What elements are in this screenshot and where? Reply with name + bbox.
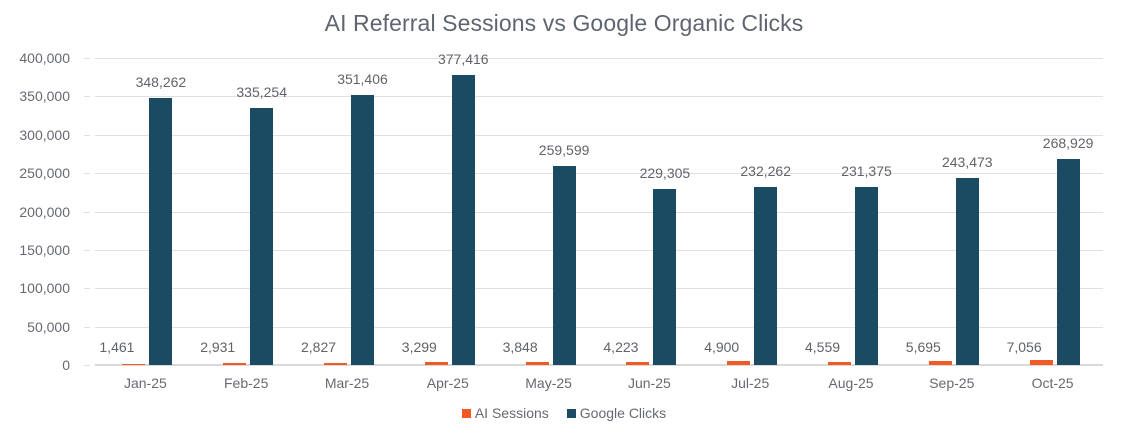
data-label-google-clicks: 229,305 — [639, 165, 691, 181]
bar-google-clicks[interactable] — [250, 107, 274, 365]
x-tick-label: Sep-25 — [929, 375, 975, 391]
bar-ai-sessions[interactable] — [223, 362, 247, 365]
x-tick-label: Apr-25 — [426, 375, 469, 391]
data-label-google-clicks: 268,929 — [1042, 134, 1094, 151]
data-label-ai-sessions: 5,695 — [905, 339, 941, 355]
x-tick-label: May-25 — [525, 375, 572, 391]
x-tick-label: Mar-25 — [324, 375, 370, 391]
bar-google-clicks[interactable] — [955, 178, 979, 365]
data-label-google-clicks: 231,375 — [841, 163, 892, 180]
legend: AI Sessions Google Clicks — [0, 405, 1128, 421]
legend-label: AI Sessions — [474, 405, 549, 421]
y-tick-label: 0 — [62, 357, 70, 373]
gridline — [95, 326, 1103, 328]
data-label-ai-sessions: 7,056 — [1006, 339, 1042, 355]
data-label-google-clicks: 348,262 — [135, 73, 187, 90]
y-tick-mark — [84, 58, 90, 59]
x-tick-label: Feb-25 — [224, 375, 269, 391]
y-tick-label: 150,000 — [19, 241, 70, 258]
data-label-google-clicks: 351,406 — [337, 71, 388, 88]
data-label-ai-sessions: 2,827 — [301, 339, 337, 355]
bar-ai-sessions[interactable] — [727, 361, 751, 365]
bar-google-clicks[interactable] — [1056, 158, 1080, 365]
legend-item-ai-sessions[interactable]: AI Sessions — [461, 405, 549, 421]
gridline — [95, 211, 1103, 213]
x-tick-label: Oct-25 — [1031, 375, 1074, 391]
bar-google-clicks[interactable] — [552, 165, 576, 365]
y-tick-mark — [84, 365, 90, 366]
chart-title: AI Referral Sessions vs Google Organic C… — [324, 10, 804, 36]
y-tick-label: 250,000 — [19, 165, 70, 182]
y-tick-label: 50,000 — [27, 318, 70, 335]
data-label-ai-sessions: 4,559 — [805, 339, 841, 355]
y-tick-label: 400,000 — [19, 50, 70, 66]
data-label-ai-sessions: 2,931 — [200, 339, 236, 355]
y-tick-mark — [84, 288, 90, 290]
bar-ai-sessions[interactable] — [1029, 359, 1053, 365]
bar-ai-sessions[interactable] — [928, 360, 952, 365]
gridline — [95, 288, 1103, 290]
bar-ai-sessions[interactable] — [122, 363, 146, 365]
data-label-ai-sessions: 4,900 — [704, 339, 740, 355]
data-label-ai-sessions: 1,461 — [99, 339, 135, 355]
data-label-ai-sessions: 3,848 — [502, 339, 538, 355]
data-label-google-clicks: 259,599 — [538, 141, 590, 158]
gridline — [95, 173, 1103, 175]
bar-ai-sessions[interactable] — [525, 362, 549, 365]
data-label-google-clicks: 377,416 — [437, 51, 489, 68]
data-label-google-clicks: 243,473 — [941, 154, 993, 171]
gridline — [95, 58, 1103, 59]
bar-ai-sessions[interactable] — [424, 362, 448, 365]
legend-swatch-ai-sessions — [461, 408, 471, 418]
data-label-ai-sessions: 3,299 — [401, 339, 437, 355]
y-tick-label: 300,000 — [19, 126, 70, 143]
bar-ai-sessions[interactable] — [828, 361, 851, 365]
bar-google-clicks[interactable] — [451, 75, 475, 365]
data-label-google-clicks: 335,254 — [236, 83, 287, 100]
gridline — [95, 249, 1103, 251]
legend-item-google-clicks[interactable]: Google Clicks — [566, 405, 667, 421]
legend-label: Google Clicks — [579, 405, 667, 421]
bar-google-clicks[interactable] — [351, 95, 374, 365]
gridline — [95, 96, 1103, 98]
x-tick-label: Jun-25 — [627, 375, 671, 391]
x-tick-label: Jan-25 — [123, 375, 167, 391]
y-tick-mark — [84, 211, 90, 213]
bar-ai-sessions[interactable] — [626, 361, 650, 365]
bar-ai-sessions[interactable] — [324, 362, 347, 365]
bar-google-clicks[interactable] — [149, 97, 173, 365]
gridline — [95, 134, 1103, 136]
bar-google-clicks[interactable] — [754, 186, 778, 365]
legend-swatch-google-clicks — [566, 408, 576, 418]
data-label-ai-sessions: 4,223 — [603, 339, 639, 355]
y-tick-mark — [84, 326, 90, 328]
bar-google-clicks[interactable] — [653, 189, 677, 365]
y-tick-label: 100,000 — [19, 280, 70, 297]
x-axis-baseline — [95, 364, 1103, 366]
y-tick-mark — [84, 134, 90, 136]
plot-area — [95, 58, 1103, 366]
x-tick-label: Aug-25 — [828, 375, 874, 391]
y-tick-mark — [84, 173, 90, 175]
y-tick-label: 200,000 — [19, 203, 70, 220]
bar-google-clicks[interactable] — [855, 187, 878, 365]
data-label-google-clicks: 232,262 — [740, 162, 791, 179]
x-tick-label: Jul-25 — [731, 375, 770, 391]
y-tick-mark — [84, 96, 90, 98]
y-tick-mark — [84, 249, 90, 251]
y-tick-label: 350,000 — [19, 88, 70, 105]
